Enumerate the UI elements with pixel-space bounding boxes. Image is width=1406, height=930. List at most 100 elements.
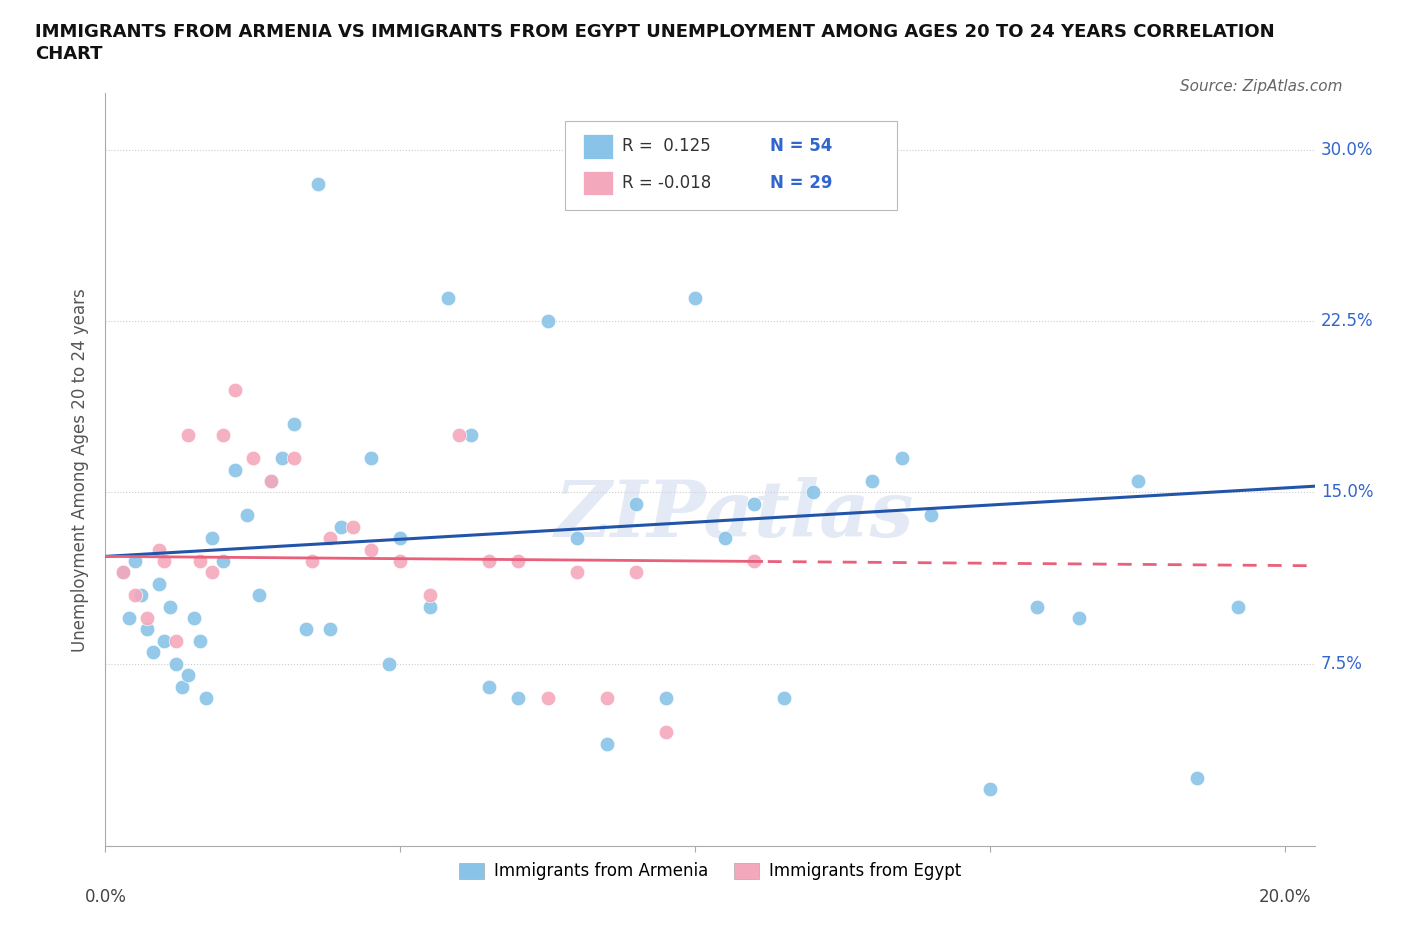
Point xyxy=(172,679,194,694)
Point xyxy=(419,599,441,614)
Point xyxy=(626,497,648,512)
FancyBboxPatch shape xyxy=(583,135,613,158)
Point xyxy=(165,633,187,648)
Point xyxy=(295,622,318,637)
Point xyxy=(1185,770,1208,785)
Point xyxy=(419,588,441,603)
Point xyxy=(655,724,678,739)
Point xyxy=(177,428,200,443)
Point xyxy=(259,473,281,488)
Point xyxy=(236,508,259,523)
Point xyxy=(596,690,619,705)
Point xyxy=(188,633,211,648)
Point xyxy=(247,588,270,603)
Point xyxy=(112,565,135,579)
Point xyxy=(153,553,176,568)
Point xyxy=(1067,611,1090,626)
Legend: Immigrants from Armenia, Immigrants from Egypt: Immigrants from Armenia, Immigrants from… xyxy=(453,856,967,887)
Point xyxy=(626,565,648,579)
Text: 15.0%: 15.0% xyxy=(1320,484,1374,501)
Point xyxy=(212,428,235,443)
Point xyxy=(242,451,264,466)
Point xyxy=(153,633,176,648)
Point xyxy=(377,657,399,671)
Point xyxy=(655,690,678,705)
FancyBboxPatch shape xyxy=(565,121,897,210)
Text: ZIPatlas: ZIPatlas xyxy=(554,476,914,553)
Point xyxy=(920,508,942,523)
Point xyxy=(360,542,382,557)
Point xyxy=(259,473,281,488)
Point xyxy=(537,690,560,705)
Point xyxy=(508,553,530,568)
Text: R = -0.018: R = -0.018 xyxy=(621,174,711,192)
Point xyxy=(1026,599,1049,614)
Point xyxy=(224,462,246,477)
Point xyxy=(271,451,294,466)
Point xyxy=(342,519,364,534)
Point xyxy=(124,553,146,568)
Text: R =  0.125: R = 0.125 xyxy=(621,138,710,155)
Point xyxy=(159,599,181,614)
Point xyxy=(318,531,340,546)
Point xyxy=(979,782,1001,797)
Point xyxy=(188,553,211,568)
Point xyxy=(713,531,735,546)
Text: 30.0%: 30.0% xyxy=(1320,141,1374,159)
Point xyxy=(112,565,135,579)
Point xyxy=(360,451,382,466)
Point xyxy=(1226,599,1249,614)
Point xyxy=(389,553,412,568)
Point xyxy=(890,451,912,466)
Text: N = 54: N = 54 xyxy=(770,138,832,155)
Text: 0.0%: 0.0% xyxy=(84,888,127,906)
Point xyxy=(148,542,170,557)
Point xyxy=(142,644,165,659)
Point xyxy=(389,531,412,546)
Text: IMMIGRANTS FROM ARMENIA VS IMMIGRANTS FROM EGYPT UNEMPLOYMENT AMONG AGES 20 TO 2: IMMIGRANTS FROM ARMENIA VS IMMIGRANTS FR… xyxy=(35,23,1275,41)
Point xyxy=(860,473,883,488)
Point xyxy=(124,588,146,603)
Point xyxy=(478,679,501,694)
Text: 7.5%: 7.5% xyxy=(1320,655,1362,672)
Point xyxy=(460,428,482,443)
Point xyxy=(224,382,246,397)
Point xyxy=(330,519,353,534)
Point xyxy=(301,553,323,568)
Point xyxy=(685,291,707,306)
Point xyxy=(772,690,794,705)
Point xyxy=(148,577,170,591)
Point xyxy=(212,553,235,568)
Text: CHART: CHART xyxy=(35,45,103,62)
Point xyxy=(567,565,589,579)
Point xyxy=(194,690,217,705)
Text: 20.0%: 20.0% xyxy=(1258,888,1312,906)
Point xyxy=(742,497,765,512)
Point xyxy=(567,531,589,546)
Point xyxy=(478,553,501,568)
Point xyxy=(283,417,305,432)
Point xyxy=(201,531,224,546)
Text: N = 29: N = 29 xyxy=(770,174,832,192)
Point xyxy=(135,611,157,626)
Text: Source: ZipAtlas.com: Source: ZipAtlas.com xyxy=(1180,79,1343,94)
Point xyxy=(508,690,530,705)
Point xyxy=(201,565,224,579)
Point xyxy=(318,622,340,637)
Point xyxy=(135,622,157,637)
FancyBboxPatch shape xyxy=(583,170,613,194)
Point xyxy=(165,657,187,671)
Point xyxy=(1126,473,1149,488)
Point xyxy=(307,177,329,192)
Point xyxy=(283,451,305,466)
Text: 22.5%: 22.5% xyxy=(1320,312,1374,330)
Point xyxy=(183,611,205,626)
Y-axis label: Unemployment Among Ages 20 to 24 years: Unemployment Among Ages 20 to 24 years xyxy=(72,287,90,652)
Point xyxy=(537,313,560,328)
Point xyxy=(177,668,200,683)
Point xyxy=(742,553,765,568)
Point xyxy=(118,611,141,626)
Point xyxy=(801,485,824,500)
Point xyxy=(449,428,471,443)
Point xyxy=(596,737,619,751)
